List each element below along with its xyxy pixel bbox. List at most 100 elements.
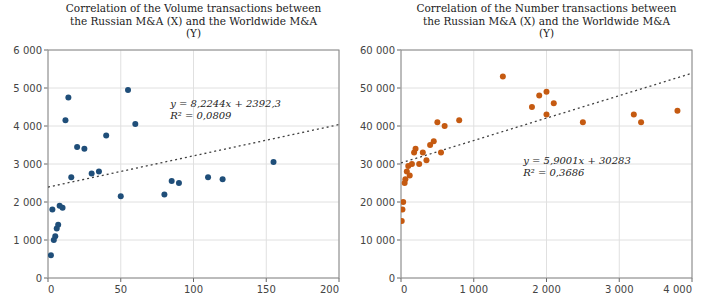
point — [401, 218, 405, 224]
tick-label: 50 — [114, 284, 127, 295]
point — [536, 93, 542, 99]
annotation: R² = 0,3686 — [522, 167, 585, 178]
annotation: R² = 0,0809 — [169, 110, 232, 121]
title-line: Correlation of the Number transactions b… — [416, 2, 676, 14]
tick-label: 5 000 — [13, 83, 42, 94]
tick-label: 0 — [389, 273, 395, 284]
plot-area — [48, 50, 339, 278]
tick-label: 0 — [36, 273, 42, 284]
title-line: the Russian M&A (X) and the Worldwide M&… — [423, 15, 671, 27]
tick — [692, 278, 693, 282]
point — [431, 138, 437, 144]
tick — [266, 278, 267, 282]
point — [551, 100, 557, 106]
grid-line — [473, 50, 474, 278]
grid-line — [266, 50, 267, 278]
tick-label: 2 000 — [13, 197, 42, 208]
point — [118, 193, 124, 199]
tick — [48, 278, 49, 282]
point — [89, 171, 95, 177]
point — [529, 104, 535, 110]
tick-label: 1 000 — [459, 284, 488, 295]
tick — [44, 164, 48, 165]
tick — [339, 278, 340, 282]
tick-label: 6 000 — [13, 45, 42, 56]
point — [103, 133, 109, 139]
point — [638, 119, 644, 125]
point — [169, 178, 175, 184]
trendline — [401, 73, 692, 163]
panel: Correlation of the Number transactions b… — [360, 2, 692, 295]
tick — [193, 278, 194, 282]
point — [407, 172, 413, 178]
tick — [44, 240, 48, 241]
point — [420, 150, 426, 156]
point — [580, 119, 586, 125]
point — [161, 191, 167, 197]
title-line: Correlation of the Volume transactions b… — [66, 2, 322, 14]
tick — [397, 240, 401, 241]
point — [65, 95, 71, 101]
point — [125, 87, 131, 93]
tick-label: 150 — [257, 284, 276, 295]
trendline — [48, 125, 339, 188]
tick-label: 0 — [401, 284, 407, 295]
point — [96, 169, 102, 175]
tick — [44, 88, 48, 89]
point — [60, 205, 66, 211]
tick — [397, 164, 401, 165]
point — [176, 180, 182, 186]
frame — [401, 50, 692, 278]
tick — [401, 278, 402, 282]
tick-label: 60 000 — [360, 45, 395, 56]
tick-label: 10 000 — [360, 235, 395, 246]
point — [205, 174, 211, 180]
point — [49, 207, 55, 213]
point — [442, 123, 448, 129]
plot-area — [401, 50, 692, 278]
tick — [397, 50, 401, 51]
point — [438, 150, 444, 156]
tick-label: 3 000 — [13, 159, 42, 170]
data-layer — [48, 87, 339, 258]
tick-label: 3 000 — [605, 284, 634, 295]
tick — [619, 278, 620, 282]
tick-label: 4 000 — [663, 284, 692, 295]
tick-label: 30 000 — [360, 159, 395, 170]
title-line: (Y) — [539, 27, 554, 39]
tick-label: 4 000 — [13, 121, 42, 132]
point — [544, 112, 550, 118]
grid-line — [120, 50, 121, 278]
title: Correlation of the Volume transactions b… — [66, 2, 322, 39]
tick-label: 20 000 — [360, 197, 395, 208]
point — [401, 199, 406, 205]
tick-label: 50 000 — [360, 83, 395, 94]
tick-label: 1 000 — [13, 235, 42, 246]
point — [456, 117, 462, 123]
point — [416, 161, 422, 167]
tick — [44, 202, 48, 203]
point — [52, 233, 58, 239]
point — [544, 89, 550, 95]
point — [409, 161, 415, 167]
tick — [397, 88, 401, 89]
point — [62, 117, 68, 123]
point — [674, 108, 680, 114]
chart-root: Correlation of the Volume transactions b… — [0, 0, 706, 302]
point — [68, 174, 74, 180]
point — [81, 146, 87, 152]
point — [631, 112, 637, 118]
tick — [44, 50, 48, 51]
tick — [44, 126, 48, 127]
point — [55, 222, 61, 228]
grid-line — [193, 50, 194, 278]
tick — [120, 278, 121, 282]
point — [132, 121, 138, 127]
tick-label: 40 000 — [360, 121, 395, 132]
data-layer — [401, 73, 692, 224]
tick-label: 100 — [184, 284, 203, 295]
panel: Correlation of the Volume transactions b… — [13, 2, 339, 295]
tick-label: 200 — [320, 284, 339, 295]
tick-label: 0 — [48, 284, 54, 295]
title: Correlation of the Number transactions b… — [416, 2, 676, 39]
